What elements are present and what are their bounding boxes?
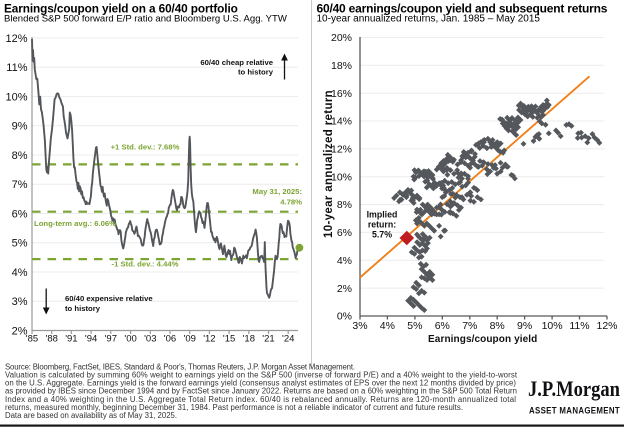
svg-text:as provided by IBES since Dece: as provided by IBES since December 1994 … [5, 387, 517, 396]
svg-text:+1 Std. dev.: 7.68%: +1 Std. dev.: 7.68% [111, 143, 180, 152]
svg-text:11%: 11% [569, 320, 589, 332]
svg-text:Long-term avg.: 6.06%: Long-term avg.: 6.06% [34, 219, 116, 228]
svg-text:5%: 5% [407, 320, 422, 332]
svg-text:'91: '91 [65, 334, 77, 345]
svg-text:16%: 16% [331, 88, 352, 100]
svg-text:18%: 18% [331, 60, 352, 72]
svg-text:2%: 2% [337, 283, 352, 295]
svg-text:4%: 4% [380, 320, 395, 332]
svg-text:4.78%: 4.78% [280, 198, 302, 207]
svg-text:10%: 10% [5, 91, 27, 103]
svg-text:12%: 12% [331, 144, 352, 156]
svg-text:'12: '12 [203, 334, 215, 345]
svg-text:Earnings/coupon yield: Earnings/coupon yield [428, 334, 537, 345]
svg-text:12%: 12% [5, 33, 27, 45]
svg-text:Data are based on availability: Data are based on availability as of May… [5, 411, 177, 420]
svg-text:Blended S&P 500 forward E/P ra: Blended S&P 500 forward E/P ratio and Bl… [4, 13, 287, 24]
svg-text:8%: 8% [12, 150, 28, 162]
svg-text:7%: 7% [462, 320, 477, 332]
svg-text:J.P.Morgan: J.P.Morgan [528, 376, 620, 401]
svg-text:3%: 3% [352, 320, 367, 332]
svg-text:3%: 3% [12, 296, 28, 308]
svg-text:Implied: Implied [367, 210, 398, 220]
svg-text:10-year annualized returns, Ja: 10-year annualized returns, Jan. 1985 – … [317, 13, 541, 24]
svg-text:returns, measured monthly, beg: returns, measured monthly, beginning Dec… [5, 403, 463, 412]
svg-text:Earnings/coupon yield on a 60/: Earnings/coupon yield on a 60/40 portfol… [4, 2, 238, 16]
svg-text:10%: 10% [542, 320, 563, 332]
svg-text:14%: 14% [331, 116, 352, 128]
svg-text:6%: 6% [12, 208, 28, 220]
svg-text:'85: '85 [26, 334, 38, 345]
svg-text:9%: 9% [12, 121, 28, 133]
svg-text:to history: to history [65, 304, 101, 313]
svg-text:'15: '15 [223, 334, 235, 345]
svg-text:Valuation is calculated by sum: Valuation is calculated by summing 60% w… [5, 371, 518, 380]
svg-text:'18: '18 [243, 334, 255, 345]
svg-text:ASSET MANAGEMENT: ASSET MANAGEMENT [529, 405, 620, 415]
svg-text:'94: '94 [85, 334, 97, 345]
svg-text:0%: 0% [337, 311, 352, 323]
svg-text:May 31, 2025:: May 31, 2025: [252, 187, 302, 196]
svg-text:Source: Bloomberg, FactSet, IB: Source: Bloomberg, FactSet, IBES, Standa… [5, 362, 355, 371]
svg-text:10-year annualized return: 10-year annualized return [323, 90, 335, 238]
svg-text:7%: 7% [12, 179, 28, 191]
svg-text:-1 Std. dev.: 4.44%: -1 Std. dev.: 4.44% [112, 260, 179, 269]
svg-text:8%: 8% [337, 199, 352, 211]
svg-text:9%: 9% [517, 320, 532, 332]
svg-text:5.7%: 5.7% [372, 230, 392, 240]
svg-text:return:: return: [368, 220, 396, 230]
svg-text:'00: '00 [124, 334, 136, 345]
svg-text:11%: 11% [6, 62, 27, 74]
svg-text:60/40 earnings/coupon yield an: 60/40 earnings/coupon yield and subseque… [317, 2, 608, 16]
svg-text:to history: to history [238, 67, 274, 76]
svg-text:'03: '03 [144, 334, 156, 345]
svg-text:'09: '09 [184, 334, 196, 345]
svg-text:on the U.S. Aggregate. Earning: on the U.S. Aggregate. Earnings yield is… [5, 379, 516, 388]
svg-text:2%: 2% [12, 325, 28, 337]
svg-text:20%: 20% [331, 32, 352, 44]
svg-text:5%: 5% [12, 238, 28, 250]
svg-text:6%: 6% [337, 227, 352, 239]
svg-text:60/40 expensive relative: 60/40 expensive relative [65, 294, 153, 303]
svg-text:'06: '06 [164, 334, 176, 345]
svg-text:6%: 6% [435, 320, 450, 332]
svg-text:60/40 cheap relative: 60/40 cheap relative [200, 58, 273, 67]
svg-text:4%: 4% [337, 255, 352, 267]
svg-text:8%: 8% [490, 320, 505, 332]
svg-text:12%: 12% [596, 320, 617, 332]
svg-text:Index and a 40% weighting in t: Index and a 40% weighting in the U.S. Ag… [5, 395, 516, 404]
svg-text:'88: '88 [46, 334, 58, 345]
svg-text:'24: '24 [282, 334, 294, 345]
svg-text:'21: '21 [262, 334, 274, 345]
svg-text:10%: 10% [331, 171, 352, 183]
svg-text:'97: '97 [105, 334, 117, 345]
svg-text:4%: 4% [12, 267, 28, 279]
